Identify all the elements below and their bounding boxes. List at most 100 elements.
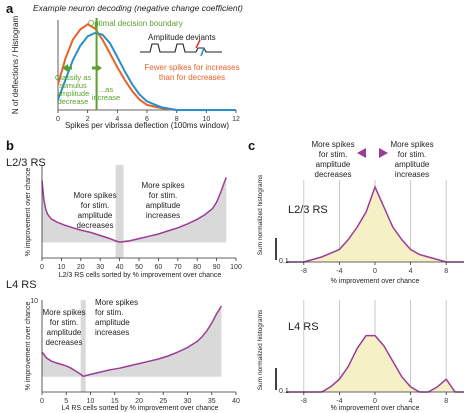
panel-c-top-area (286, 187, 464, 262)
panel-b-top-ylabel: % improvement over chance (25, 168, 32, 257)
c-decrease-1: More spikes (311, 140, 354, 149)
panel-b-top-chart: L2/3 RS 0 10 20 30 40 50 60 70 80 90 100 L2/3 RS c… (6, 157, 242, 279)
b-bottom-increase-4: increases (95, 328, 129, 337)
panel-a-x-tick-label: 8 (175, 116, 179, 123)
panel-b-bottom-decrease-text: More spikes for stim. amplitude decrease… (42, 308, 85, 347)
panel-b-bottom-area (42, 306, 222, 377)
panel-b-bottom-zero-band (80, 300, 86, 392)
panel-a-x-tick-label: 2 (86, 116, 90, 123)
classify-decrease-line-4: decrease (58, 97, 89, 106)
c-increase-3: amplitude (395, 160, 430, 169)
panel-a-title: Example neuron decoding (negative change… (33, 3, 243, 13)
panel-b-bottom-x-ticks: 0 5 10 15 20 25 30 35 40 (40, 392, 240, 405)
panel-c-top-chart: L2/3 RS 0.1 -8 -4 0 4 8 % improvement over c… (257, 174, 464, 285)
panel-c-top-x-tick-label: 4 (409, 268, 413, 275)
panel-c-top-x-tick-label: 0 (373, 268, 377, 275)
panel-c-bottom-layer: L4 RS (288, 321, 319, 333)
b-top-decrease-4: decreases (77, 221, 114, 230)
b-top-increase-2: for stim. (149, 191, 177, 200)
panel-b-top-x-ticks: 0 10 20 30 40 50 60 70 80 90 100 (40, 258, 242, 271)
panel-b-bottom-x-tick-label: 30 (184, 398, 192, 405)
panel-b-bottom-x-tick-label: 35 (208, 398, 216, 405)
panel-c-bottom-curve (286, 334, 464, 393)
panel-b-top-x-tick-label: 100 (230, 264, 242, 271)
panel-a-inset-blue-mark (200, 47, 205, 57)
b-bottom-decrease-2: for stim. (50, 318, 78, 327)
panel-a-x-tick-label: 10 (202, 116, 210, 123)
panel-c-bottom-chart: L4 RS 0.1 -8 -4 0 4 8 % improvement over cha… (257, 300, 464, 412)
fewer-spikes-line-2: than for decreases (159, 73, 225, 82)
panel-b-top-x-tick-label: 50 (135, 264, 143, 271)
c-increase-4: increases (395, 170, 429, 179)
panel-a-fewer-spikes: Fewer spikes for increases than for decr… (144, 63, 239, 82)
panel-c-left-arrow (357, 148, 366, 158)
panel-c-letter: c (248, 138, 255, 153)
panel-c-top-ylabel: Sum normalized histograms (257, 174, 264, 255)
panel-a-left-arrow (62, 64, 68, 72)
panel-c-increase-text: More spikes for stim. amplitude increase… (390, 140, 433, 179)
c-increase-1: More spikes (390, 140, 433, 149)
b-top-increase-4: increases (146, 211, 180, 220)
panel-c-bottom-xlabel: % improvement over chance (331, 405, 420, 412)
panel-b-top-x-tick-label: 0 (40, 264, 44, 271)
panel-b-top-x-tick-label: 60 (155, 264, 163, 271)
classify-decrease-line-3: amplitude (57, 89, 90, 98)
panel-b-top-x-tick-label: 40 (116, 264, 124, 271)
b-top-decrease-2: for stim. (81, 201, 109, 210)
classify-decrease-line-1: Classify as (55, 73, 92, 82)
panel-b-bottom-layer: L4 RS (6, 279, 37, 291)
panel-a-x-tick-label: 12 (232, 116, 240, 123)
panel-a-inset-label: Amplitude deviants (148, 33, 216, 42)
panel-a-inset-trace (140, 43, 222, 53)
panel-a-right-arrow (96, 64, 102, 72)
panel-b-top-zero-band (115, 165, 124, 258)
panel-c-top-xlabel: % improvement over chance (331, 278, 420, 285)
panel-a-chart: N of deflections / Histogram Spikes per … (11, 16, 240, 130)
panel-b-top-x-tick-label: 90 (213, 264, 221, 271)
panel-b-bottom-x-tick-label: 15 (111, 398, 119, 405)
panel-c-top-layer: L2/3 RS (288, 204, 328, 216)
panel-b-top-x-tick-label: 10 (58, 264, 66, 271)
panel-b-top-layer: L2/3 RS (6, 157, 46, 169)
b-top-decrease-1: More spikes (73, 191, 116, 200)
panel-a-x-tick-label: 0 (56, 116, 60, 123)
panel-b-bottom-ylabel: % improvement over chance (25, 302, 32, 391)
panel-a-boundary-label: Optimal decision boundary (88, 19, 183, 28)
panel-b-top-x-tick-label: 70 (174, 264, 182, 271)
b-bottom-increase-3: amplitude (95, 318, 130, 327)
panel-b-letter: b (6, 138, 14, 153)
panel-a-ylabel: N of deflections / Histogram (11, 16, 20, 115)
panel-a-x-ticks: 0 2 4 6 8 10 12 (56, 110, 240, 123)
panel-a-right-arrow-stem (92, 66, 96, 70)
panel-c-bottom-x-tick-label: 4 (409, 398, 413, 405)
c-decrease-2: for stim. (319, 150, 347, 159)
b-bottom-decrease-4: decreases (46, 338, 83, 347)
panel-c-bottom-x-ticks: -8 -4 0 4 8 (301, 392, 448, 405)
panel-c-bottom-x-tick-label: 0 (373, 398, 377, 405)
panel-c-bottom-x-tick-label: -4 (336, 398, 342, 405)
panel-b-top-x-tick-label: 30 (96, 264, 104, 271)
classify-increase-line-2: increase (92, 93, 120, 102)
panel-b-top-increase-text: More spikes for stim. amplitude increase… (141, 181, 184, 220)
fewer-spikes-line-1: Fewer spikes for increases (144, 63, 239, 72)
panel-b-top-area (42, 177, 227, 243)
panel-b-bottom-x-tick-label: 5 (64, 398, 68, 405)
b-bottom-decrease-3: amplitude (47, 328, 82, 337)
b-bottom-increase-1: More spikes (95, 298, 138, 307)
classify-increase-line-1: ...as (99, 85, 113, 94)
c-decrease-3: amplitude (316, 160, 351, 169)
panel-b-bottom-xlabel: L4 RS cells sorted by % improvement over… (62, 405, 219, 412)
panel-b-bottom-x-tick-label: 20 (135, 398, 143, 405)
panel-b-bottom-x-tick-label: 10 (87, 398, 95, 405)
panel-a-classify-increase: ...as increase (92, 85, 120, 102)
b-top-increase-3: amplitude (146, 201, 181, 210)
panel-a-classify-decrease: Classify as stimulus amplitude decrease (55, 73, 92, 106)
c-decrease-4: decreases (315, 170, 352, 179)
panel-b-bottom-curve (41, 305, 223, 378)
panel-c-right-arrow (379, 148, 388, 158)
panel-b-bottom-increase-text: More spikes for stim. amplitude increase… (95, 298, 138, 337)
panel-a-inset-red-mark (195, 39, 201, 49)
panel-b-top-x-tick-label: 20 (77, 264, 85, 271)
panel-a-increase-curve (57, 31, 236, 111)
